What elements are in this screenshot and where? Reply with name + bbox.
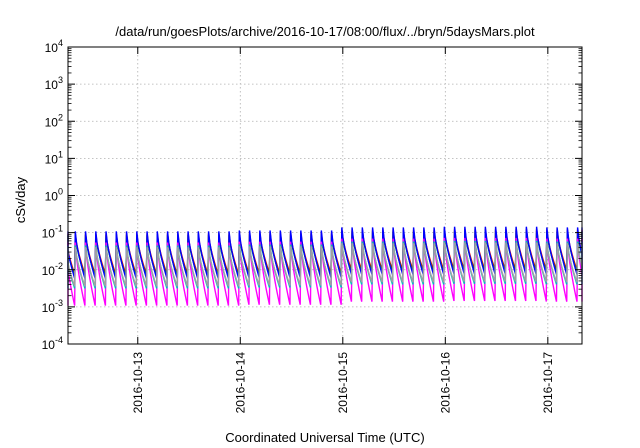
series-line	[67, 242, 583, 287]
chart-title: /data/run/goesPlots/archive/2016-10-17/0…	[115, 24, 535, 39]
grid-lines	[68, 47, 582, 344]
y-axis-label: cSv/day	[13, 176, 28, 223]
y-tick-label: 104	[45, 38, 63, 55]
y-tick-label: 103	[45, 75, 63, 92]
y-tick-label: 10-3	[42, 298, 63, 315]
series-line	[67, 226, 583, 279]
y-tick-label: 100	[45, 187, 63, 204]
y-tick-label: 10-4	[42, 335, 63, 352]
x-tick-label: 2016-10-17	[541, 352, 555, 414]
series-group	[67, 226, 583, 306]
y-tick-label: 10-1	[42, 224, 63, 241]
series-line	[67, 237, 583, 306]
x-tick-label: 2016-10-13	[131, 352, 145, 414]
y-axis-ticks: 10-4 10-3 10-2 10-1 100 101 102 103 104	[42, 38, 582, 352]
y-tick-label: 10-2	[42, 261, 63, 278]
y-tick-label: 101	[45, 149, 63, 166]
x-tick-label: 2016-10-14	[233, 352, 247, 414]
x-tick-label: 2016-10-16	[438, 352, 452, 414]
y-tick-label: 102	[45, 112, 63, 129]
x-axis-label: Coordinated Universal Time (UTC)	[225, 430, 424, 445]
x-tick-label: 2016-10-15	[336, 352, 350, 414]
x-axis-ticks: 2016-10-13 2016-10-14 2016-10-15 2016-10-16…	[131, 47, 555, 413]
